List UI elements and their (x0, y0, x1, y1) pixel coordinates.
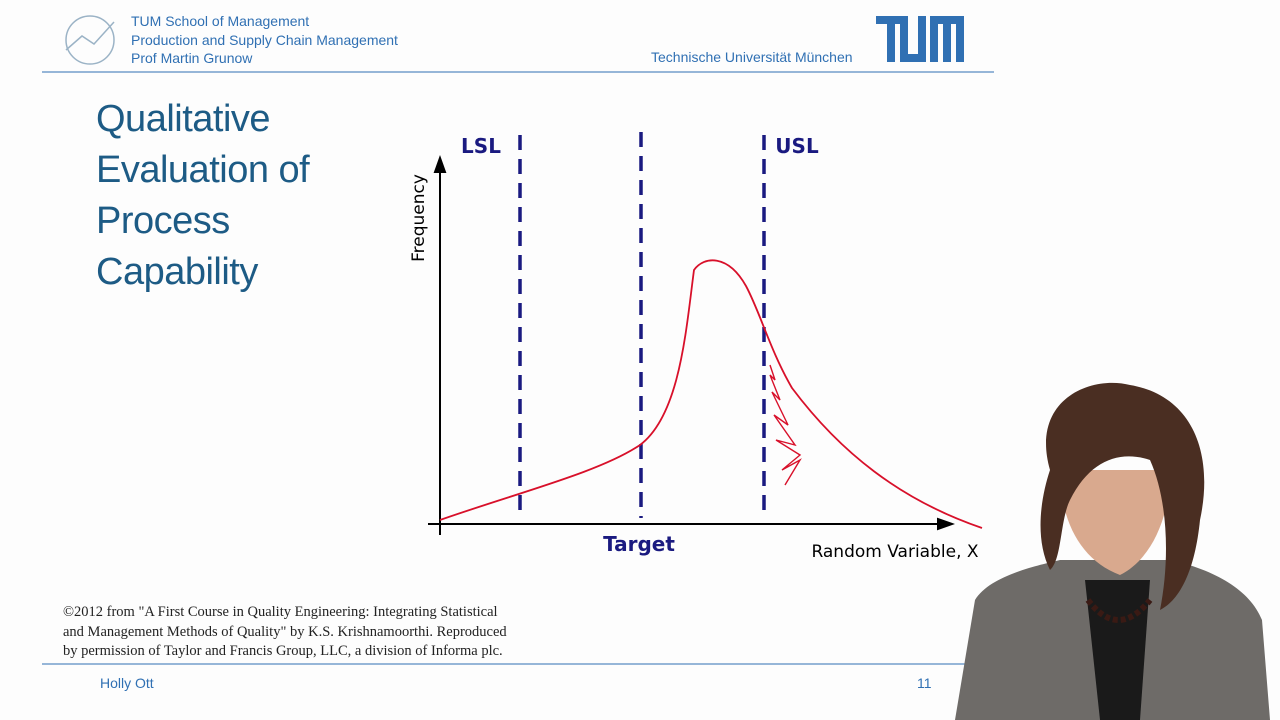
institution: TUM School of Management Production and … (131, 12, 398, 68)
institution-line: Prof Martin Grunow (131, 50, 253, 66)
axes (428, 155, 955, 535)
distribution-curve (439, 259, 983, 529)
logo-mark (65, 15, 115, 65)
tum-logo (876, 16, 964, 62)
title-line: Process (96, 200, 230, 242)
citation-line: ©2012 from "A First Course in Quality En… (63, 604, 498, 620)
hatching (769, 364, 802, 486)
title-line: Evaluation of (96, 149, 310, 191)
lsl-label: LSL (461, 134, 501, 158)
slide-title: Qualitative Evaluation of Process Capabi… (96, 94, 310, 298)
usl-label: USL (775, 134, 819, 158)
citation: ©2012 from "A First Course in Quality En… (63, 603, 507, 662)
institution-line: Production and Supply Chain Management (131, 31, 398, 48)
title-line: Capability (96, 251, 258, 293)
university: Technische Universität München (651, 49, 853, 65)
x-axis-label: Random Variable, X (811, 542, 978, 562)
limit-lines (518, 132, 766, 518)
presenter (955, 382, 1270, 720)
y-axis-label: Frequency (409, 174, 429, 262)
presenter-name: Holly Ott (100, 675, 154, 691)
citation-line: and Management Methods of Quality" by K.… (63, 623, 507, 640)
institution-line: TUM School of Management (131, 13, 310, 29)
title-line: Qualitative (96, 98, 271, 140)
target-label: Target (603, 532, 675, 556)
page-number: 11 (917, 675, 932, 691)
citation-line: by permission of Taylor and Francis Grou… (63, 643, 503, 659)
